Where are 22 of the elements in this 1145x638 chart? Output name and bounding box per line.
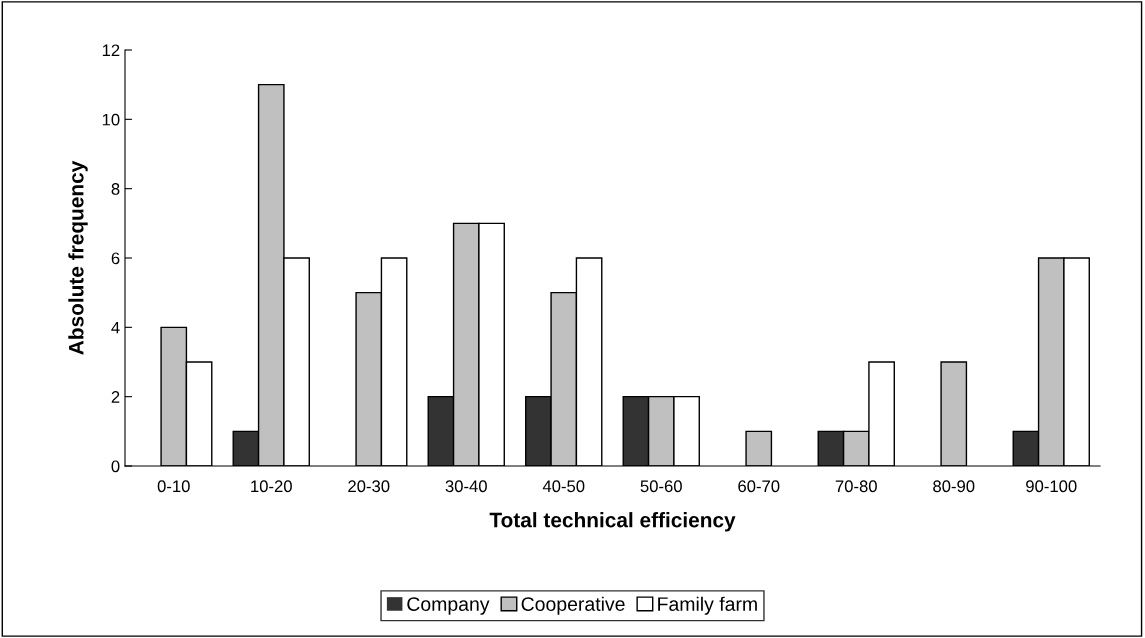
y-axis-title: Absolute frequency: [68, 160, 88, 355]
y-tick-label: 8: [111, 183, 120, 195]
y-tick-label: 4: [111, 321, 120, 334]
y-tick-label: 10: [102, 113, 120, 126]
x-tick-label: 90-100: [1026, 480, 1077, 493]
x-tick-label: 50-60: [640, 480, 682, 493]
y-tick-label: 0: [111, 460, 120, 473]
legend-label: Family farm: [658, 596, 757, 615]
y-tick-label: 6: [111, 252, 120, 265]
legend-label: Cooperative: [521, 596, 625, 615]
x-tick-label: 30-40: [445, 480, 487, 493]
x-tick-label: 20-30: [348, 480, 390, 493]
x-tick-label: 40-50: [542, 480, 585, 493]
x-axis-title: Total technical efficiency: [489, 512, 736, 532]
x-tick-label: 80-90: [933, 480, 975, 493]
y-tick-label: 2: [111, 391, 120, 403]
legend-label: Company: [407, 597, 490, 615]
y-tick-label: 12: [102, 44, 120, 57]
x-tick-label: 0-10: [157, 480, 190, 493]
x-tick-label: 70-80: [835, 480, 877, 493]
x-tick-label: 60-70: [738, 480, 780, 493]
x-tick-label: 10-20: [251, 480, 292, 493]
